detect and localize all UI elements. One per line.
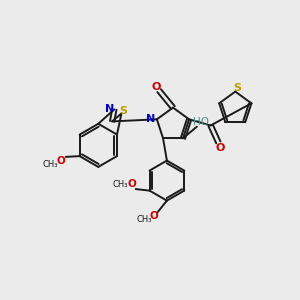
Text: CH₃: CH₃ [112, 180, 128, 189]
Text: O: O [128, 179, 136, 190]
Text: CH₃: CH₃ [136, 215, 152, 224]
Text: O: O [152, 82, 161, 92]
Text: S: S [119, 106, 127, 116]
Text: N: N [146, 114, 155, 124]
Text: O: O [149, 211, 158, 221]
Text: HO: HO [194, 117, 209, 127]
Text: N: N [105, 104, 114, 114]
Text: CH₃: CH₃ [43, 160, 58, 169]
Text: S: S [233, 83, 241, 93]
Text: O: O [216, 143, 225, 153]
Text: O: O [57, 156, 65, 166]
